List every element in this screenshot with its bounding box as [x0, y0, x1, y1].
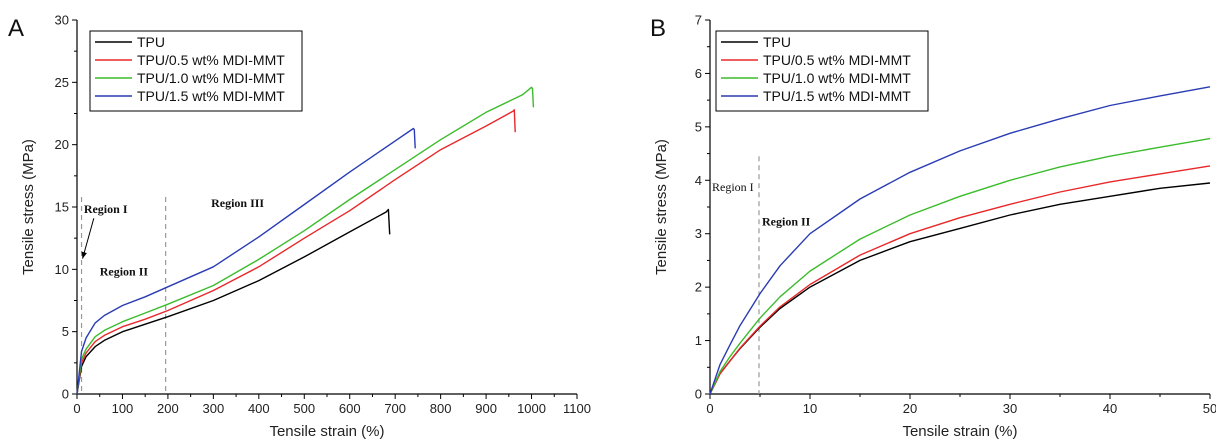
y-tick-label: 0 — [695, 387, 702, 402]
y-tick-label: 20 — [55, 137, 69, 152]
legend-box — [89, 30, 303, 112]
region-label: Region III — [211, 196, 264, 210]
legend-label: TPU/1.5 wt% MDI-MMT — [137, 88, 285, 104]
y-axis-title: Tensile stress (MPa) — [653, 139, 670, 275]
y-tick-label: 7 — [695, 13, 702, 28]
series-line — [76, 109, 516, 395]
x-tick-label: 1100 — [563, 401, 591, 416]
y-tick-label: 4 — [695, 173, 702, 188]
legend-label: TPU — [137, 34, 165, 50]
x-tick-label: 200 — [157, 401, 179, 416]
panel-a: A 0 100 200 300 400 500 600 700 800 900 1000 1100 0 5 1… — [8, 13, 591, 441]
x-tick-label: 900 — [475, 401, 497, 416]
series-line — [709, 137, 1211, 395]
x-tick-label: 40 — [1103, 401, 1117, 416]
y-tick-label: 0 — [62, 387, 69, 402]
region-arrow-line — [82, 218, 95, 259]
y-tick-label: 25 — [55, 75, 69, 90]
x-tick-label: 0 — [706, 401, 713, 416]
y-tick-label: 1 — [695, 333, 702, 348]
y-tick-label: 30 — [55, 13, 69, 28]
series-line — [709, 165, 1211, 395]
y-tick-label: 15 — [55, 200, 69, 215]
x-tick-label: 300 — [203, 401, 225, 416]
x-tick-label: 700 — [384, 401, 406, 416]
series-line — [76, 86, 535, 395]
y-tick-label: 5 — [62, 324, 69, 339]
panel-b: B 0 10 20 30 40 50 0 1 2 3 4 5 6 7 Tensile strain (%) Te… — [650, 13, 1216, 441]
series-line — [76, 127, 416, 395]
region-label: Region I — [84, 202, 128, 216]
legend-box — [715, 30, 929, 112]
region-label: Region II — [100, 265, 149, 279]
legend-label: TPU/1.0 wt% MDI-MMT — [137, 70, 285, 86]
x-tick-label: 1000 — [517, 401, 546, 416]
x-tick-label: 500 — [293, 401, 315, 416]
series-line — [709, 86, 1211, 395]
region-label: Region I — [712, 180, 754, 194]
y-axis-title: Tensile stress (MPa) — [20, 139, 37, 275]
legend-label: TPU/1.5 wt% MDI-MMT — [763, 88, 911, 104]
legend-label: TPU/0.5 wt% MDI-MMT — [137, 52, 285, 68]
legend-label: TPU/1.0 wt% MDI-MMT — [763, 70, 911, 86]
y-tick-label: 2 — [695, 280, 702, 295]
y-tick-label: 6 — [695, 66, 702, 81]
legend-label: TPU/0.5 wt% MDI-MMT — [763, 52, 911, 68]
y-tick-label: 10 — [55, 262, 69, 277]
x-tick-label: 20 — [903, 401, 917, 416]
region-label: Region II — [762, 215, 811, 229]
x-tick-label: 10 — [803, 401, 817, 416]
panel-letter: B — [650, 15, 666, 42]
x-tick-label: 50 — [1203, 401, 1216, 416]
x-tick-label: 30 — [1003, 401, 1017, 416]
region-arrow-head — [81, 251, 87, 259]
x-axis-title: Tensile strain (%) — [902, 423, 1017, 440]
x-axis-title: Tensile strain (%) — [269, 423, 384, 440]
x-tick-label: 800 — [430, 401, 452, 416]
x-tick-label: 0 — [73, 401, 80, 416]
x-tick-label: 600 — [339, 401, 361, 416]
panel-letter: A — [8, 15, 24, 42]
series-line — [76, 208, 391, 395]
legend-label: TPU — [763, 34, 791, 50]
x-tick-label: 100 — [112, 401, 134, 416]
x-tick-label: 400 — [248, 401, 270, 416]
y-tick-label: 3 — [695, 226, 702, 241]
y-tick-label: 5 — [695, 119, 702, 134]
